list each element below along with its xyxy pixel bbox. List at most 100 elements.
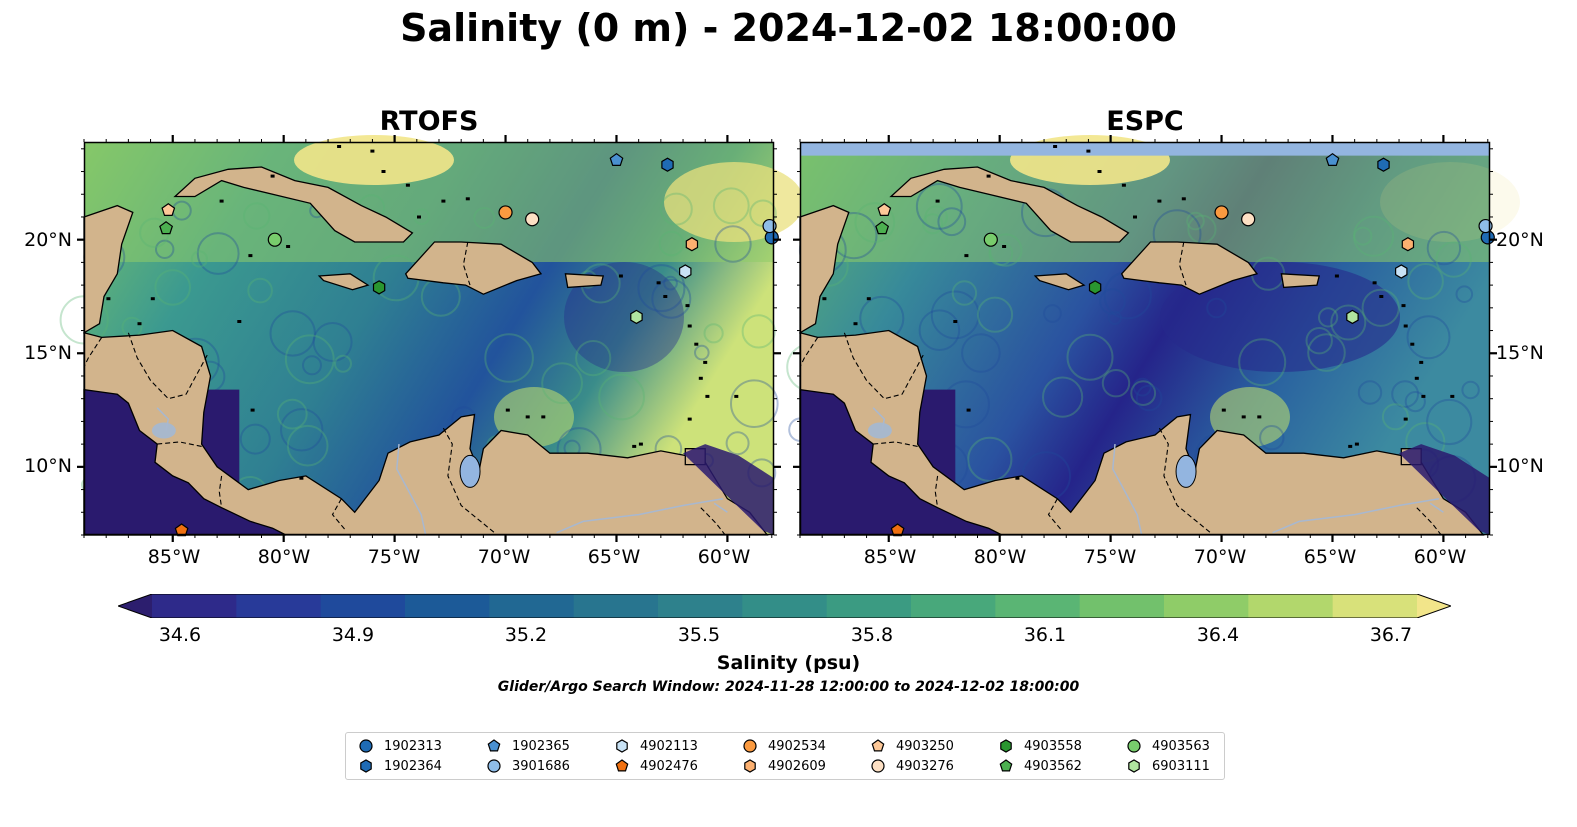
small-island xyxy=(663,295,668,298)
legend-label: 6903111 xyxy=(1152,758,1210,774)
map-frame xyxy=(799,141,1491,536)
eddy-swirl xyxy=(1043,304,1062,323)
espc-map[interactable] xyxy=(786,135,1520,542)
small-island xyxy=(1221,408,1226,412)
small-island xyxy=(853,322,858,326)
float-marker-4902476 xyxy=(174,523,189,537)
float-marker-4903558 xyxy=(1088,280,1102,295)
river xyxy=(1272,497,1440,534)
small-island xyxy=(705,394,710,398)
eddy-swirl xyxy=(1135,384,1163,412)
country-border xyxy=(83,337,103,368)
land-yucatan xyxy=(799,204,850,334)
eddy-swirl xyxy=(1426,398,1473,446)
country-border xyxy=(442,427,495,534)
legend-marker-icon xyxy=(359,739,373,753)
legend-label: 4902609 xyxy=(768,758,826,774)
eddy-swirl xyxy=(196,232,240,275)
legend-marker-icon xyxy=(616,739,628,753)
small-island xyxy=(1053,145,1058,148)
small-island xyxy=(734,394,739,398)
colorbar-segment xyxy=(1079,594,1165,618)
float-marker-4903562 xyxy=(159,221,174,235)
legend-marker xyxy=(744,759,756,773)
legend-marker xyxy=(999,759,1013,772)
small-island xyxy=(866,297,871,301)
legend-marker xyxy=(359,739,373,753)
small-island xyxy=(1372,281,1377,285)
legend-label: 1902365 xyxy=(512,738,570,754)
eddy-swirl xyxy=(276,398,308,430)
small-island xyxy=(106,297,111,301)
high-salinity-patch xyxy=(294,135,454,185)
panel-title-rtofs: RTOFS xyxy=(379,106,479,137)
colorbar-tick-label: 36.7 xyxy=(1369,624,1413,646)
eddy-swirl xyxy=(989,233,1023,267)
legend-entry: 4903558 xyxy=(998,738,1082,754)
eddy-swirl xyxy=(280,408,324,452)
eddy-swirl xyxy=(976,296,1014,333)
small-island xyxy=(541,415,546,419)
y-tick-label-left: 10°N xyxy=(24,455,72,477)
river xyxy=(713,502,728,513)
eddy-swirl xyxy=(703,323,724,344)
eddy-swirl xyxy=(1404,391,1426,413)
x-tick-label: 80°W xyxy=(973,546,1027,568)
float-marker-4903558 xyxy=(372,280,386,295)
small-island xyxy=(137,322,142,326)
legend-entry: 4902113 xyxy=(614,738,698,754)
eddy-swirl xyxy=(712,187,750,225)
legend-label: 4903250 xyxy=(896,738,954,754)
colorbar-segment xyxy=(405,594,490,618)
legend-marker xyxy=(871,739,885,752)
land-jamaica xyxy=(1033,273,1086,291)
small-island xyxy=(381,170,386,173)
eddy-swirl xyxy=(1099,288,1126,315)
eddy-swirl xyxy=(302,355,322,376)
legend-marker-icon xyxy=(360,759,372,773)
country-border xyxy=(218,475,223,508)
x-tick-label: 65°W xyxy=(1303,546,1357,568)
legend-entry: 1902365 xyxy=(486,738,570,754)
small-island xyxy=(1257,415,1262,419)
lake-maracaibo xyxy=(1175,454,1197,488)
float-marker-4902113 xyxy=(1395,264,1408,279)
country-border xyxy=(1158,427,1211,534)
eddy-swirl xyxy=(1357,380,1383,405)
eddy-swirl xyxy=(541,362,584,405)
x-tick-label: 60°W xyxy=(1413,546,1467,568)
map-frame xyxy=(83,141,775,536)
eddy-swirl xyxy=(155,239,175,260)
river xyxy=(1429,502,1444,513)
eddy-swirl xyxy=(1066,333,1114,381)
x-tick-label: 65°W xyxy=(587,546,641,568)
eddy-swirl xyxy=(284,334,335,385)
river xyxy=(872,407,886,431)
small-island xyxy=(1403,417,1408,421)
rtofs-map[interactable] xyxy=(59,135,804,542)
colorbar-segment xyxy=(995,594,1081,618)
small-island xyxy=(618,274,623,278)
land-hispaniola xyxy=(1120,241,1259,295)
small-island xyxy=(1133,215,1137,219)
land-hispaniola xyxy=(404,241,543,295)
small-island xyxy=(1086,149,1091,153)
float-marker-4903563 xyxy=(267,232,282,247)
eddy-swirl xyxy=(741,314,776,349)
small-island xyxy=(1334,274,1339,278)
small-island xyxy=(1450,394,1455,398)
eddy-swirl xyxy=(1130,380,1157,407)
small-island xyxy=(525,415,530,419)
high-salinity-patch xyxy=(664,162,804,242)
small-island xyxy=(1401,304,1406,308)
float-marker-4903276 xyxy=(525,212,540,227)
legend-entry: 4902476 xyxy=(614,758,698,774)
legend-marker xyxy=(1127,739,1141,753)
lake-maracaibo xyxy=(459,454,481,488)
legend-marker-icon xyxy=(999,759,1013,772)
eddy-swirl xyxy=(269,310,316,357)
float-marker-1902313 xyxy=(1480,230,1495,245)
eddy-swirl xyxy=(930,290,980,340)
eddy-swirl xyxy=(951,280,978,306)
country-border xyxy=(799,337,819,368)
